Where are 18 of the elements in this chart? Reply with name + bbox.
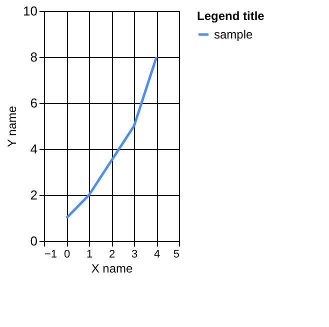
x-tick-label: 2 [108, 248, 116, 260]
y-tick-label: 4 [30, 142, 38, 156]
line-series [65, 56, 158, 220]
x-tick-label: 0 [64, 248, 70, 260]
y-tick-label: 0 [30, 234, 38, 248]
y-tick-label: 6 [30, 96, 38, 110]
x-axis-title: X name [91, 262, 133, 276]
y-axis-title: Y name [5, 106, 20, 148]
legend-label: sample [214, 28, 254, 42]
y-tick-label: 2 [30, 188, 38, 202]
x-tick-label: 1 [86, 248, 93, 260]
y-tick-label: 8 [30, 50, 38, 64]
legend-title: Legend title [197, 9, 265, 23]
y-tick-label: 10 [23, 4, 38, 18]
x-tick-label: 5 [173, 248, 180, 260]
x-tick-label: 4 [154, 248, 160, 260]
x-tick-label: −1 [44, 248, 58, 260]
x-tick-label: 3 [131, 248, 138, 260]
